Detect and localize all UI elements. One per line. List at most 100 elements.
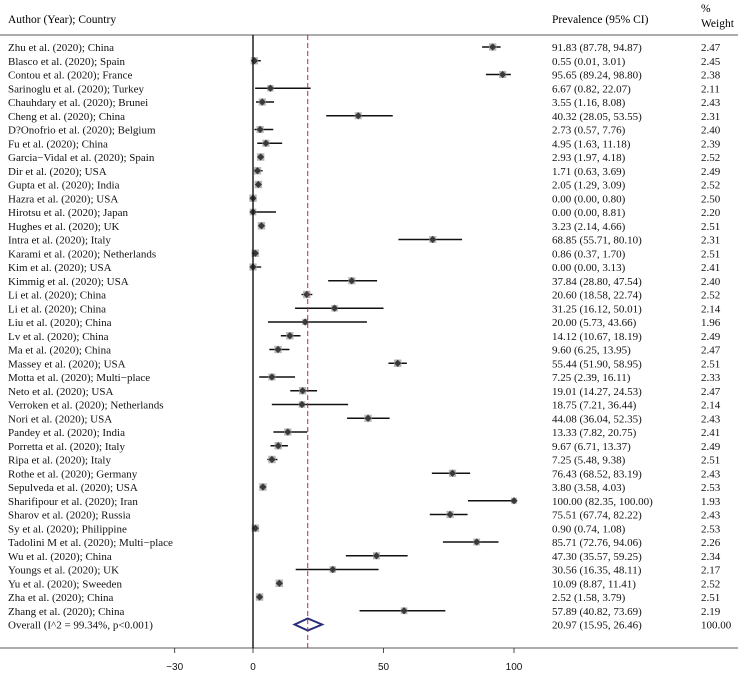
study-label: Sepulveda et al. (2020); USA <box>8 482 138 494</box>
study-ci-label: 2.52 (1.58, 3.79) <box>552 592 626 604</box>
study-label: Yu et al. (2020); Sweeden <box>8 578 122 590</box>
study-label: Dir et al. (2020); USA <box>8 166 107 178</box>
point-estimate <box>303 290 311 299</box>
study-label: Gupta et al. (2020); India <box>8 180 120 192</box>
study-weight-label: 1.93 <box>701 496 721 508</box>
study-ci-label: 30.56 (16.35, 48.11) <box>552 565 642 577</box>
point-estimate <box>364 414 372 422</box>
study-weight-label: 2.41 <box>701 262 720 274</box>
study-weight-label: 2.52 <box>701 152 720 164</box>
study-label: Lv et al. (2020); China <box>8 331 109 343</box>
point-estimate <box>254 180 262 189</box>
study-ci-label: 85.71 (72.76, 94.06) <box>552 537 642 549</box>
study-label: Zhu et al. (2020); China <box>8 42 114 54</box>
study-label: Chauhdary et al. (2020); Brunei <box>8 97 148 109</box>
study-label: Rothe et al. (2020); Germany <box>8 468 138 480</box>
study-ci-label: 0.00 (0.00, 3.13) <box>552 262 626 274</box>
study-weight-label: 2.43 <box>701 413 721 425</box>
point-estimate <box>266 84 275 92</box>
study-label: Nori et al. (2020); USA <box>8 413 112 425</box>
study-ci-label: 37.84 (28.80, 47.54) <box>552 276 642 288</box>
study-label: Tadolini M et al. (2020); Multi−place <box>8 537 173 549</box>
study-label: Verroken et al. (2020); Netherlands <box>8 400 163 412</box>
study-ci-label: 19.01 (14.27, 24.53) <box>552 386 642 398</box>
study-label: Zha et al. (2020); China <box>8 592 114 604</box>
study-weight-label: 2.47 <box>701 386 721 398</box>
point-estimate <box>257 222 266 230</box>
study-weight-label: 2.34 <box>701 551 721 563</box>
point-estimate <box>372 552 381 560</box>
study-ci-label: 2.05 (1.29, 3.09) <box>552 180 626 192</box>
study-ci-label: 0.55 (0.01, 3.01) <box>552 56 626 68</box>
x-tick-label: 50 <box>378 662 390 673</box>
study-weight-label: 2.49 <box>701 331 721 343</box>
study-label: Kimmig et al. (2020); USA <box>8 276 129 288</box>
study-ci-label: 0.90 (0.74, 1.08) <box>552 523 626 535</box>
header: Author (Year); Country Prevalence (95% C… <box>8 3 735 30</box>
pooled-diamond <box>292 617 325 632</box>
overall-ci-label: 20.97 (15.95, 26.46) <box>552 620 642 632</box>
study-weight-label: 2.26 <box>701 537 721 549</box>
point-estimate <box>348 277 356 285</box>
point-estimate <box>301 318 309 326</box>
weight-column-header-line1: % <box>701 3 711 15</box>
point-estimate <box>274 442 282 450</box>
study-weight-label: 2.31 <box>701 235 720 247</box>
study-ci-label: 3.23 (2.14, 4.66) <box>552 221 626 233</box>
point-estimate <box>448 469 457 477</box>
study-weight-label: 2.39 <box>701 138 721 150</box>
study-weight-label: 2.14 <box>701 400 721 412</box>
point-estimate <box>262 139 270 147</box>
study-label: Neto et al. (2020); USA <box>8 386 113 398</box>
study-ci-label: 9.60 (6.25, 13.95) <box>552 345 631 357</box>
study-weight-label: 2.47 <box>701 345 721 357</box>
point-estimate <box>275 579 283 587</box>
study-ci-label: 68.85 (55.71, 80.10) <box>552 235 642 247</box>
study-weight-label: 1.96 <box>701 317 721 329</box>
point-estimate <box>255 593 264 601</box>
study-label: Wu et al. (2020); China <box>8 551 112 563</box>
x-axis-ticks: −30 0 50 100 <box>166 648 523 673</box>
study-weight-label: 2.51 <box>701 221 720 233</box>
study-label: Hughes et al. (2020); UK <box>8 221 120 233</box>
point-estimate <box>473 538 481 546</box>
study-ci-label: 75.51 (67.74, 82.22) <box>552 510 642 522</box>
study-ci-label: 0.00 (0.00, 8.81) <box>552 207 626 219</box>
study-label: Sharov et al. (2020); Russia <box>8 510 131 522</box>
study-label: D?Onofrio et al. (2020); Belgium <box>8 125 156 137</box>
study-ci-label: 31.25 (16.12, 50.01) <box>552 303 642 315</box>
study-label: Cheng et al. (2020); China <box>8 111 125 123</box>
study-rows: Zhu et al. (2020); China 91.83 (87.78, 94… <box>8 42 732 632</box>
study-ci-label: 9.67 (6.71, 13.37) <box>552 441 631 453</box>
point-estimate <box>400 607 408 615</box>
point-estimate <box>257 153 265 161</box>
study-ci-label: 2.93 (1.97, 4.18) <box>552 152 626 164</box>
study-label: Fu et al. (2020); China <box>8 138 108 150</box>
study-weight-label: 2.11 <box>701 83 720 95</box>
study-ci-label: 55.44 (51.90, 58.95) <box>552 358 642 370</box>
study-weight-label: 2.31 <box>701 111 720 123</box>
point-estimate <box>299 387 307 395</box>
study-ci-label: 76.43 (68.52, 83.19) <box>552 468 642 480</box>
point-estimate <box>489 43 497 51</box>
study-weight-label: 2.43 <box>701 97 721 109</box>
study-ci-label: 20.60 (18.58, 22.74) <box>552 290 642 302</box>
study-label: Sy et al. (2020); Philippine <box>8 523 127 535</box>
study-label: Hazra et al. (2020); USA <box>8 193 118 205</box>
study-weight-label: 2.52 <box>701 180 720 192</box>
study-weight-label: 2.41 <box>701 427 720 439</box>
study-label: Kim et al. (2020); USA <box>8 262 112 274</box>
study-label: Blasco et al. (2020); Spain <box>8 56 126 68</box>
point-estimate <box>330 304 339 312</box>
study-ci-label: 13.33 (7.82, 20.75) <box>552 427 637 439</box>
study-label: Li et al. (2020); China <box>8 290 106 302</box>
study-weight-label: 2.53 <box>701 482 721 494</box>
study-label: Sarinoglu et al. (2020); Turkey <box>8 83 144 95</box>
study-weight-label: 2.20 <box>701 207 721 219</box>
study-ci-label: 100.00 (82.35, 100.00) <box>552 496 653 508</box>
study-label: Hirotsu et al. (2020); Japan <box>8 207 129 219</box>
study-ci-label: 10.09 (8.87, 11.41) <box>552 578 636 590</box>
ci-column-header: Prevalence (95% CI) <box>552 14 649 26</box>
weight-column-header-line2: Weight <box>701 18 735 30</box>
study-weight-label: 2.51 <box>701 592 720 604</box>
